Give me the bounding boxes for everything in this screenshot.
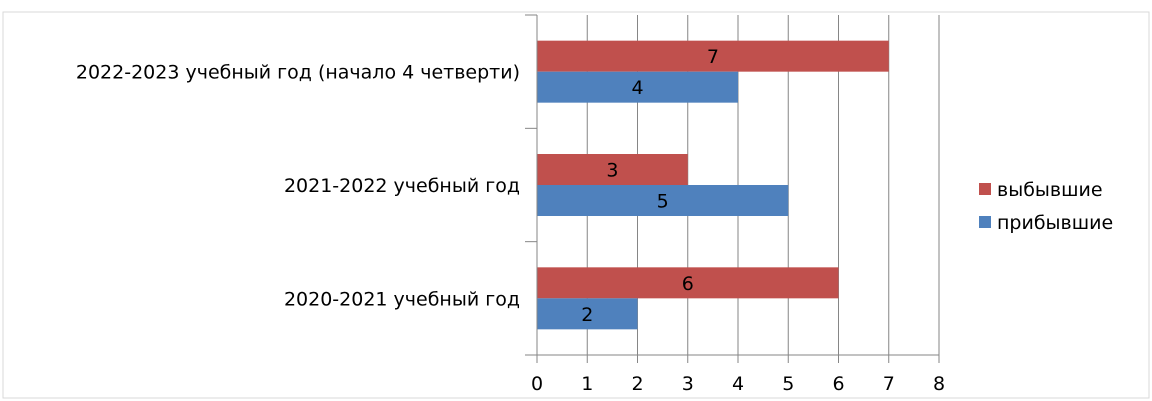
axes — [525, 14, 940, 363]
category-label: 2020-2021 учебный год — [284, 288, 520, 310]
x-tick-label: 6 — [832, 373, 844, 395]
category-label: 2021-2022 учебный год — [284, 175, 520, 197]
bar-arrived — [537, 185, 789, 216]
x-tick-label: 2 — [631, 373, 643, 395]
x-tick-label: 8 — [933, 373, 945, 395]
legend: выбывшие прибывшие — [979, 179, 1113, 234]
bar-departed — [537, 154, 688, 185]
data-label: 3 — [606, 160, 618, 182]
x-tick-label: 7 — [883, 373, 895, 395]
bar-departed — [537, 267, 839, 299]
data-label: 6 — [682, 273, 694, 295]
bars — [537, 40, 889, 330]
legend-label: выбывшие — [997, 179, 1103, 201]
category-label: 2022-2023 учебный год (начало 4 четверти… — [76, 62, 520, 84]
data-label: 5 — [657, 191, 669, 213]
x-tick-label: 3 — [682, 373, 694, 395]
legend-swatch — [979, 216, 991, 228]
chart-frame — [2, 11, 1150, 399]
data-label: 4 — [631, 77, 643, 99]
x-tick-label: 5 — [782, 373, 794, 395]
x-tick-label: 1 — [581, 373, 593, 395]
x-tick-label: 0 — [531, 373, 543, 395]
legend-label: прибывшие — [997, 212, 1113, 234]
bar-arrived — [537, 298, 638, 330]
data-label: 2 — [581, 304, 593, 326]
labels: 7 4 2022-2023 учебный год (начало 4 четвер… — [76, 46, 945, 395]
data-label: 7 — [707, 46, 719, 68]
legend-swatch — [979, 183, 991, 195]
bar-arrived — [537, 71, 738, 103]
x-tick-label: 4 — [732, 373, 744, 395]
bar-departed — [537, 40, 889, 72]
